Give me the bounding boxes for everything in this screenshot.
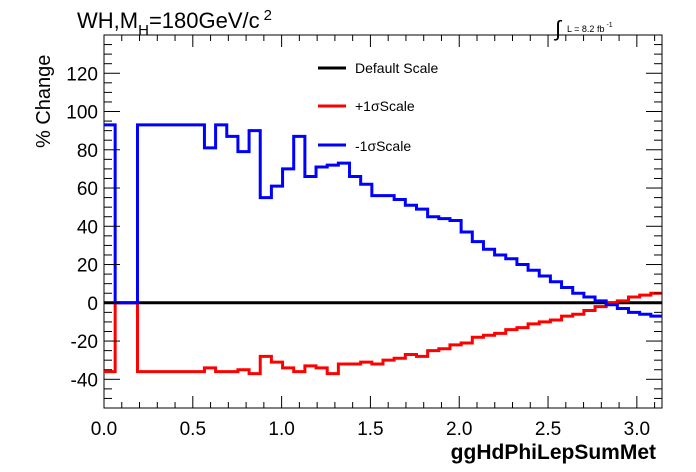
lumi-label: L = 8.2 fb -1 (567, 22, 613, 34)
x-tick-label: 2.5 (535, 419, 561, 440)
minus-one-sigma-series (104, 123, 662, 318)
y-tick-label: 80 (77, 141, 98, 162)
title-main: WH,M (77, 8, 138, 33)
integral-icon: ∫ (553, 16, 563, 41)
y-tick-label: 40 (77, 217, 98, 238)
lumi-superscript: -1 (606, 22, 612, 29)
x-tick-label: 3.0 (624, 419, 650, 440)
series-layer (104, 123, 662, 376)
plot-frame (103, 34, 663, 409)
title-superscript: 2 (264, 7, 272, 24)
legend-label-default: Default Scale (355, 60, 438, 76)
x-tick-label: 1.5 (357, 419, 383, 440)
y-tick-label: 0 (87, 294, 98, 315)
y-tick-label: 60 (77, 179, 98, 200)
legend-label-minus: -1σScale (355, 138, 411, 154)
y-tick-label: 120 (66, 64, 98, 85)
x-axis-label: ggHdPhiLepSumMet (451, 441, 656, 464)
plus-one-sigma-series (104, 291, 662, 376)
x-tick-label: 0.5 (180, 419, 206, 440)
y-tick-label: 20 (77, 256, 98, 277)
axis-layer: -40 -20 0 20 40 60 80 100 120 0.0 0.5 1.0 1.5 2.0 2.5 3… (66, 34, 662, 440)
legend-label-plus: +1σScale (355, 98, 415, 114)
x-tick-label: 2.0 (446, 419, 472, 440)
y-tick-label: -40 (71, 370, 98, 391)
chart-title: WH,MH=180GeV/c 2 (77, 7, 272, 39)
title-subscript: H (138, 22, 149, 39)
y-tick-label: -20 (71, 332, 98, 353)
title-rest: =180GeV/c (149, 8, 260, 33)
lumi-text: L = 8.2 fb (567, 24, 604, 34)
y-axis-label: % Change (33, 55, 55, 148)
y-tick-label: 100 (66, 103, 98, 124)
x-tick-label: 0.0 (91, 419, 117, 440)
x-tick-label: 1.0 (268, 419, 294, 440)
legend: Default Scale +1σScale -1σScale (318, 60, 438, 154)
